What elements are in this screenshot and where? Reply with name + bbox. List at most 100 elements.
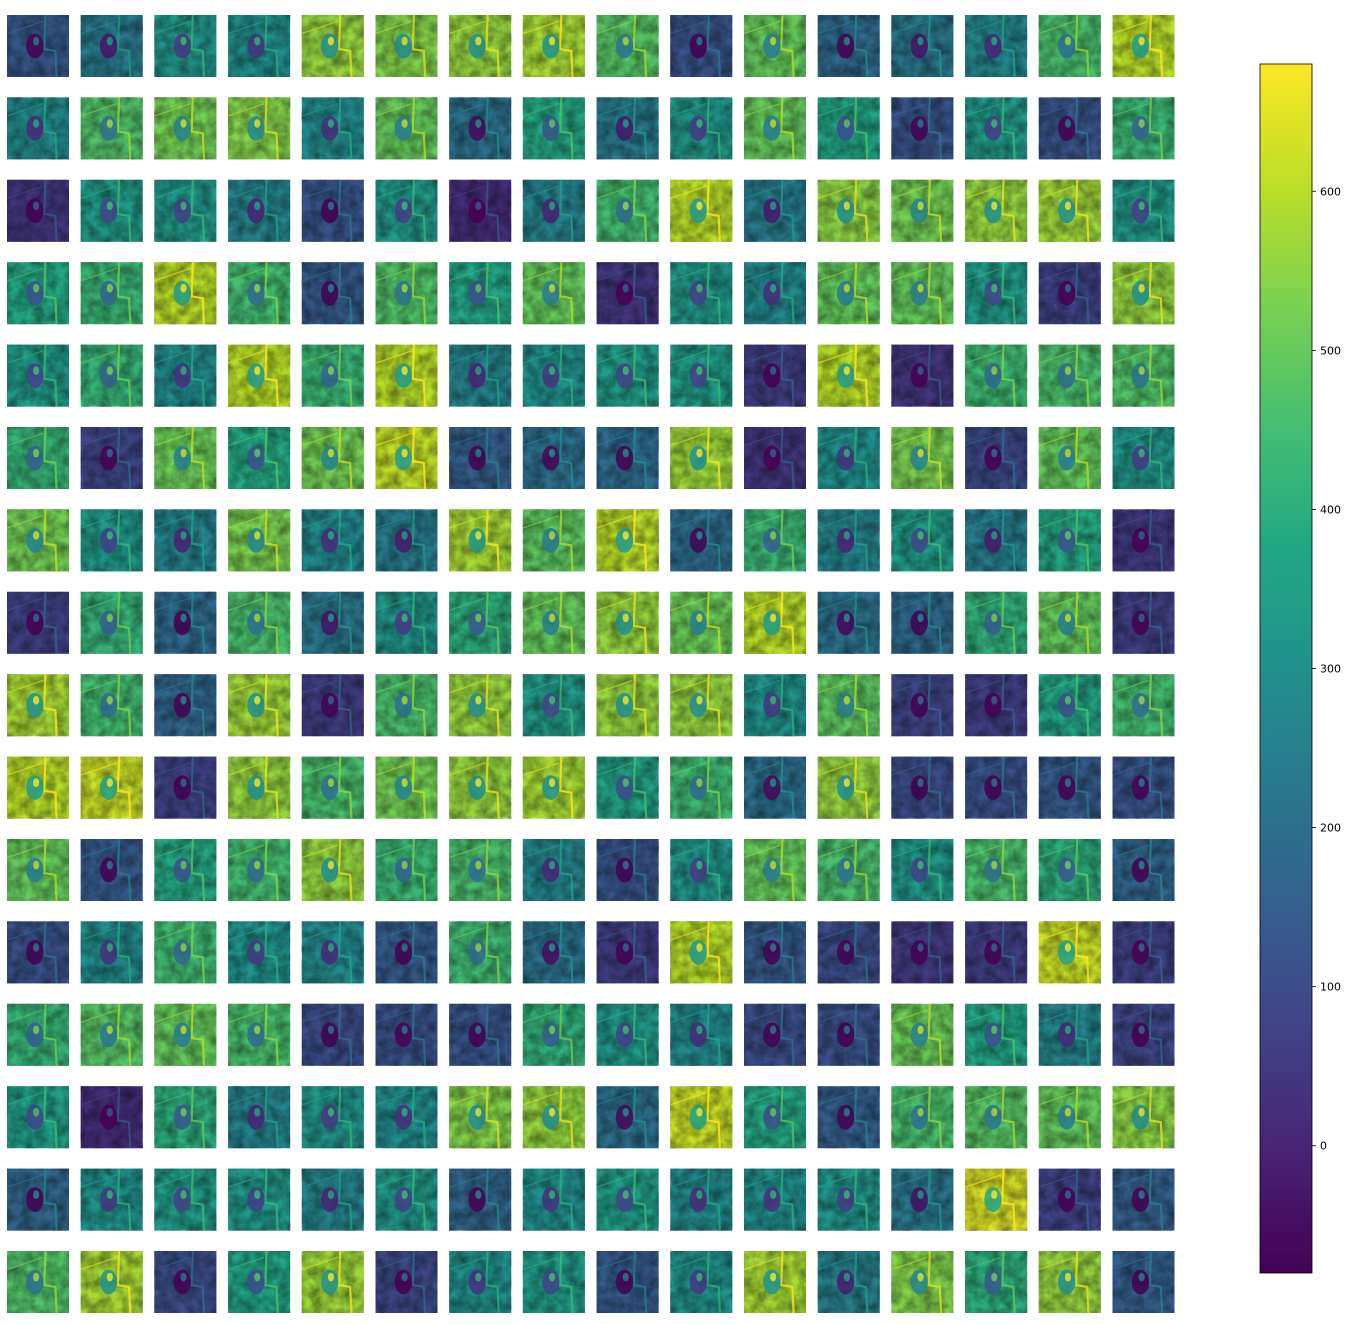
feature-panel-r3-c9 [596,179,659,242]
feature-panel-r11-c10 [670,838,733,902]
feature-panel-r3-c3 [154,179,217,242]
feature-panel-r15-c9 [596,1168,659,1231]
feature-panel-r4-c6 [375,262,438,325]
feature-panel-r15-c7 [448,1168,512,1231]
feature-panel-r7-c16 [1112,509,1175,572]
feature-panel-r16-c12 [817,1250,880,1314]
feature-panel-r8-c1 [6,591,69,654]
feature-panel-r3-c14 [964,179,1028,242]
feature-panel-r14-c11 [743,1086,806,1149]
feature-panel-r8-c3 [154,591,217,654]
feature-panel-r8-c7 [448,591,512,654]
feature-panel-r13-c11 [743,1003,806,1066]
feature-panel-r11-c9 [596,838,659,902]
feature-panel-r10-c7 [448,756,512,819]
feature-panel-r5-c5 [301,344,364,407]
feature-panel-r11-c15 [1038,838,1101,902]
feature-panel-r10-c10 [670,756,733,819]
feature-panel-r13-c1 [6,1003,69,1066]
feature-panel-r16-c9 [596,1250,659,1314]
feature-panel-r8-c2 [80,591,143,654]
feature-panel-r3-c16 [1112,179,1175,242]
feature-panel-r8-c4 [227,591,291,654]
colorbar-tick-label: 300 [1320,663,1341,676]
feature-panel-r10-c6 [375,756,438,819]
feature-panel-r11-c3 [154,838,217,902]
feature-panel-r1-c9 [596,14,659,78]
feature-panel-r2-c16 [1112,97,1175,160]
feature-panel-r3-c6 [375,179,438,242]
feature-panel-r16-c5 [301,1250,364,1314]
feature-panel-r4-c2 [80,262,143,325]
feature-panel-r9-c6 [375,674,438,737]
feature-panel-r4-c1 [6,262,69,325]
feature-panel-r8-c12 [817,591,880,654]
feature-panel-r4-c16 [1112,262,1175,325]
feature-panel-r7-c10 [670,509,733,572]
feature-panel-r5-c4 [227,344,291,407]
feature-panel-r2-c7 [448,97,512,160]
feature-panel-r15-c2 [80,1168,143,1231]
feature-panel-r5-c14 [964,344,1028,407]
feature-panel-r14-c5 [301,1086,364,1149]
feature-panel-r7-c6 [375,509,438,572]
feature-panel-r5-c12 [817,344,880,407]
feature-panel-r10-c16 [1112,756,1175,819]
feature-panel-r11-c12 [817,838,880,902]
feature-panel-r6-c9 [596,426,659,490]
feature-panel-r8-c8 [522,591,585,654]
feature-panel-r15-c4 [227,1168,291,1231]
feature-panel-r6-c8 [522,426,585,490]
feature-panel-r13-c3 [154,1003,217,1066]
feature-panel-r11-c6 [375,838,438,902]
feature-panel-r4-c9 [596,262,659,325]
feature-panel-r6-c6 [375,426,438,490]
feature-panel-r16-c6 [375,1250,438,1314]
colorbar-tick-label: 600 [1320,185,1341,198]
feature-panel-r13-c15 [1038,1003,1101,1066]
feature-panel-r13-c5 [301,1003,364,1066]
feature-panel-r14-c7 [448,1086,512,1149]
feature-panel-r12-c13 [891,921,954,984]
feature-panel-r2-c6 [375,97,438,160]
feature-panel-r6-c7 [448,426,512,490]
feature-panel-r5-c11 [743,344,806,407]
colorbar-tick-label: 400 [1320,503,1341,516]
feature-panel-r10-c8 [522,756,585,819]
feature-panel-r13-c9 [596,1003,659,1066]
feature-panel-r12-c5 [301,921,364,984]
feature-panel-r15-c12 [817,1168,880,1231]
feature-panel-r8-c10 [670,591,733,654]
feature-panel-r2-c10 [670,97,733,160]
feature-panel-r5-c15 [1038,344,1101,407]
feature-panel-r5-c9 [596,344,659,407]
feature-panel-r10-c5 [301,756,364,819]
feature-panel-r7-c8 [522,509,585,572]
colorbar-tick-label: 200 [1320,822,1341,835]
feature-panel-r4-c10 [670,262,733,325]
feature-panel-r11-c11 [743,838,806,902]
feature-panel-r6-c15 [1038,426,1101,490]
feature-panel-r5-c7 [448,344,512,407]
feature-panel-r14-c14 [964,1086,1028,1149]
feature-panel-r5-c10 [670,344,733,407]
feature-panel-r15-c1 [6,1168,69,1231]
feature-panel-r2-c13 [891,97,954,160]
feature-panel-r1-c10 [670,14,733,78]
feature-panel-r3-c12 [817,179,880,242]
feature-panel-r1-c4 [227,14,291,78]
feature-panel-r6-c2 [80,426,143,490]
feature-panel-r7-c7 [448,509,512,572]
feature-panel-r15-c14 [964,1168,1028,1231]
feature-panel-r7-c12 [817,509,880,572]
feature-panel-r13-c14 [964,1003,1028,1066]
feature-panel-r10-c14 [964,756,1028,819]
feature-panel-r7-c11 [743,509,806,572]
feature-panel-r2-c11 [743,97,806,160]
feature-panel-r12-c11 [743,921,806,984]
feature-panel-r9-c13 [891,674,954,737]
feature-panel-r16-c2 [80,1250,143,1314]
feature-panel-r2-c12 [817,97,880,160]
feature-panel-r11-c4 [227,838,291,902]
feature-panel-r14-c2 [80,1086,143,1149]
